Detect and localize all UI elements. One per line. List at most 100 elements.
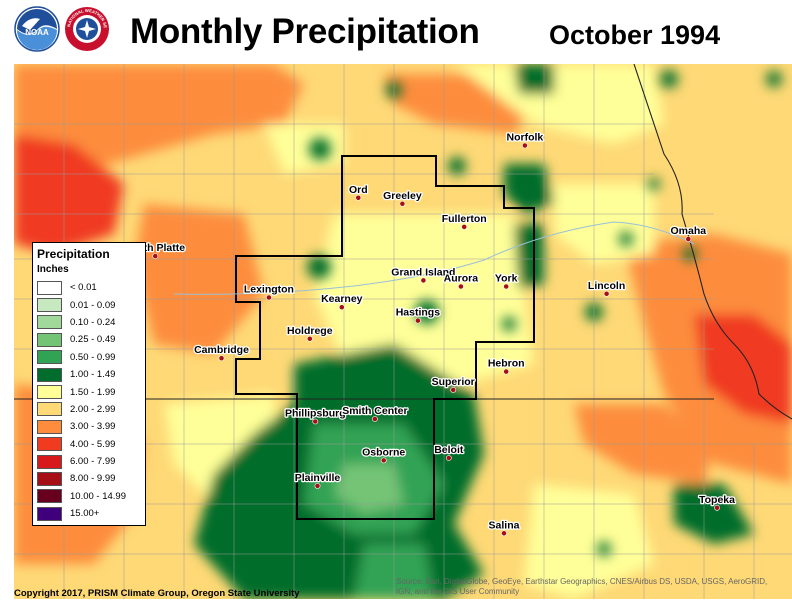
legend-item: 10.00 - 14.99 xyxy=(33,488,145,505)
city-marker[interactable]: Norfolk xyxy=(505,130,545,149)
precip-zone-panhandle-red xyxy=(14,134,124,254)
nws-logo-icon: NATIONAL WEATHER SERVICE xyxy=(62,2,110,52)
city-label: Norfolk xyxy=(507,132,544,144)
city-marker[interactable]: York xyxy=(494,271,519,290)
city-marker[interactable]: Beloit xyxy=(433,443,465,461)
city-marker[interactable]: Aurora xyxy=(442,271,480,290)
city-marker[interactable]: Omaha xyxy=(669,224,708,242)
city-marker[interactable]: Topeka xyxy=(698,493,736,511)
city-label: Plainville xyxy=(295,472,341,484)
city-marker[interactable]: Greeley xyxy=(382,189,423,207)
city-marker[interactable]: Osborne xyxy=(361,445,407,464)
legend-swatch xyxy=(37,350,62,365)
city-label: Kearney xyxy=(321,293,363,305)
legend-swatch xyxy=(37,332,62,347)
precip-spot-2 xyxy=(448,157,466,175)
city-dot xyxy=(355,194,362,201)
legend-label: 15.00+ xyxy=(70,508,100,520)
legend-swatch xyxy=(37,298,62,313)
city-dot xyxy=(312,418,319,425)
city-dot xyxy=(603,290,610,297)
city-dot xyxy=(306,335,313,342)
legend-swatch xyxy=(37,419,62,434)
legend-swatch xyxy=(37,506,62,521)
precip-spot-12 xyxy=(597,542,611,556)
city-dot xyxy=(420,277,427,284)
legend-swatch xyxy=(37,402,62,417)
legend-item: 6.00 - 7.99 xyxy=(33,453,145,470)
precip-spot-6 xyxy=(660,70,678,88)
city-dot xyxy=(152,253,159,259)
city-marker[interactable]: Kearney xyxy=(320,292,364,311)
city-marker[interactable]: Salina xyxy=(487,518,521,537)
city-label: Beloit xyxy=(434,444,464,456)
legend-label: 0.50 - 0.99 xyxy=(70,351,116,363)
copyright-credit: Copyright 2017, PRISM Climate Group, Ore… xyxy=(14,588,300,599)
city-dot xyxy=(450,386,457,393)
legend-items: < 0.01 0.01 - 0.09 0.10 - 0.24 0.25 - 0.49 0… xyxy=(33,279,145,522)
city-label: Smith Center xyxy=(342,405,407,417)
legend-units: Inches xyxy=(37,264,69,275)
precip-spot-3 xyxy=(307,255,331,279)
city-dot xyxy=(414,317,421,324)
legend-swatch xyxy=(37,367,62,382)
legend: Precipitation Inches < 0.01 0.01 - 0.09 0.… xyxy=(32,242,146,527)
legend-label: 0.10 - 0.24 xyxy=(70,316,116,328)
legend-item: 0.01 - 0.09 xyxy=(33,296,145,313)
city-dot xyxy=(380,457,387,464)
city-marker[interactable]: Lexington xyxy=(243,282,295,301)
city-dot xyxy=(218,355,225,362)
header: NOAA NATIONAL WEATHER SERVICE Monthly Pr… xyxy=(0,0,792,64)
city-marker[interactable]: Hastings xyxy=(394,305,441,324)
city-label: Osborne xyxy=(362,446,405,458)
precip-spot-11 xyxy=(502,317,516,331)
legend-item: 1.00 - 1.49 xyxy=(33,366,145,383)
city-marker[interactable]: Lincoln xyxy=(587,279,627,297)
legend-swatch xyxy=(37,315,62,330)
city-marker[interactable]: Smith Center xyxy=(341,404,409,422)
city-dot xyxy=(314,482,321,489)
city-marker[interactable]: Cambridge xyxy=(193,343,250,362)
city-label: Hebron xyxy=(488,358,525,370)
precip-zone-kansas-pale-green xyxy=(334,464,404,514)
city-marker[interactable]: Superior xyxy=(430,375,476,393)
city-marker[interactable]: Plainville xyxy=(293,471,342,489)
city-marker[interactable]: Grand Island xyxy=(390,265,457,284)
city-dot xyxy=(265,294,272,301)
city-marker[interactable]: Hebron xyxy=(487,356,526,375)
precip-spot-10 xyxy=(683,247,697,261)
city-label: Lexington xyxy=(244,284,294,296)
precip-spot-9 xyxy=(619,232,633,246)
precip-zone-york-green xyxy=(514,224,544,289)
precip-zone-east-red xyxy=(694,314,792,424)
forecast-area-boundary xyxy=(235,155,535,520)
legend-swatch xyxy=(37,280,62,295)
city-marker[interactable]: Phillipsburg xyxy=(284,406,347,425)
city-marker[interactable]: Fullerton xyxy=(440,212,488,230)
city-label: Fullerton xyxy=(442,213,487,225)
city-dot xyxy=(521,142,528,149)
city-label: Holdrege xyxy=(287,325,333,337)
legend-label: 4.00 - 5.99 xyxy=(70,438,116,450)
state-border-missouri-river xyxy=(633,64,792,420)
city-label: Topeka xyxy=(699,494,735,506)
city-dot xyxy=(399,200,406,207)
basemap-attribution: Source: Esri, DigitalGlobe, GeoEye, Eart… xyxy=(396,577,768,596)
city-dot xyxy=(503,368,510,375)
legend-label: < 0.01 xyxy=(70,282,97,294)
legend-swatch xyxy=(37,454,62,469)
city-dot xyxy=(445,455,452,461)
city-label: York xyxy=(495,273,518,285)
legend-label: 10.00 - 14.99 xyxy=(70,490,126,502)
legend-swatch xyxy=(37,489,62,504)
city-marker[interactable]: Ord xyxy=(348,183,369,201)
noaa-logo-text: NOAA xyxy=(25,28,49,37)
legend-item: 0.10 - 0.24 xyxy=(33,314,145,331)
city-dot xyxy=(501,530,507,537)
precipitation-map[interactable]: Norfolk Ord Greeley Fullerton Omaha North Pla… xyxy=(14,64,792,599)
city-dot xyxy=(461,223,468,230)
city-marker[interactable]: Holdrege xyxy=(286,324,334,342)
precip-zone-fullerton-green xyxy=(504,164,554,214)
precip-spot-1 xyxy=(309,138,331,160)
legend-label: 2.00 - 2.99 xyxy=(70,403,116,415)
